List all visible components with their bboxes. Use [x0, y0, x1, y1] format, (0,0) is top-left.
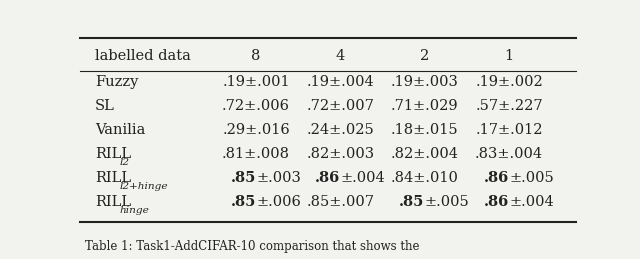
Text: 1: 1	[504, 49, 514, 63]
Text: .82±.004: .82±.004	[390, 147, 459, 161]
Text: Vanilia: Vanilia	[95, 123, 145, 137]
Text: .85: .85	[230, 171, 256, 185]
Text: .82±.003: .82±.003	[307, 147, 374, 161]
Text: RILL: RILL	[95, 147, 131, 161]
Text: l2+hinge: l2+hinge	[119, 182, 168, 191]
Text: Table 1: Task1-AddCIFAR-10 comparison that shows the: Table 1: Task1-AddCIFAR-10 comparison th…	[85, 240, 419, 253]
Text: ±.003: ±.003	[256, 171, 301, 185]
Text: .17±.012: .17±.012	[476, 123, 543, 137]
Text: .19±.001: .19±.001	[222, 75, 290, 89]
Text: ±.004: ±.004	[340, 171, 385, 185]
Text: 8: 8	[252, 49, 260, 63]
Text: RILL: RILL	[95, 171, 131, 185]
Text: labelled data: labelled data	[95, 49, 191, 63]
Text: .85: .85	[230, 195, 256, 208]
Text: ±.005: ±.005	[425, 195, 470, 208]
Text: .86: .86	[484, 195, 509, 208]
Text: .81±.008: .81±.008	[222, 147, 290, 161]
Text: 2: 2	[420, 49, 429, 63]
Text: .86: .86	[484, 171, 509, 185]
Text: .19±.004: .19±.004	[307, 75, 374, 89]
Text: .85±.007: .85±.007	[307, 195, 374, 208]
Text: ±.004: ±.004	[509, 195, 554, 208]
Text: .84±.010: .84±.010	[391, 171, 459, 185]
Text: .19±.003: .19±.003	[391, 75, 459, 89]
Text: .19±.002: .19±.002	[475, 75, 543, 89]
Text: ±.005: ±.005	[509, 171, 554, 185]
Text: .71±.029: .71±.029	[391, 99, 458, 113]
Text: .85: .85	[399, 195, 425, 208]
Text: .83±.004: .83±.004	[475, 147, 543, 161]
Text: .72±.006: .72±.006	[222, 99, 290, 113]
Text: 4: 4	[336, 49, 345, 63]
Text: .72±.007: .72±.007	[307, 99, 374, 113]
Text: SL: SL	[95, 99, 115, 113]
Text: .29±.016: .29±.016	[222, 123, 290, 137]
Text: RILL: RILL	[95, 195, 131, 208]
Text: Fuzzy: Fuzzy	[95, 75, 138, 89]
Text: .24±.025: .24±.025	[307, 123, 374, 137]
Text: .18±.015: .18±.015	[391, 123, 458, 137]
Text: l2: l2	[119, 158, 129, 167]
Text: .86: .86	[315, 171, 340, 185]
Text: hinge: hinge	[119, 206, 149, 215]
Text: ±.006: ±.006	[256, 195, 301, 208]
Text: .57±.227: .57±.227	[476, 99, 543, 113]
